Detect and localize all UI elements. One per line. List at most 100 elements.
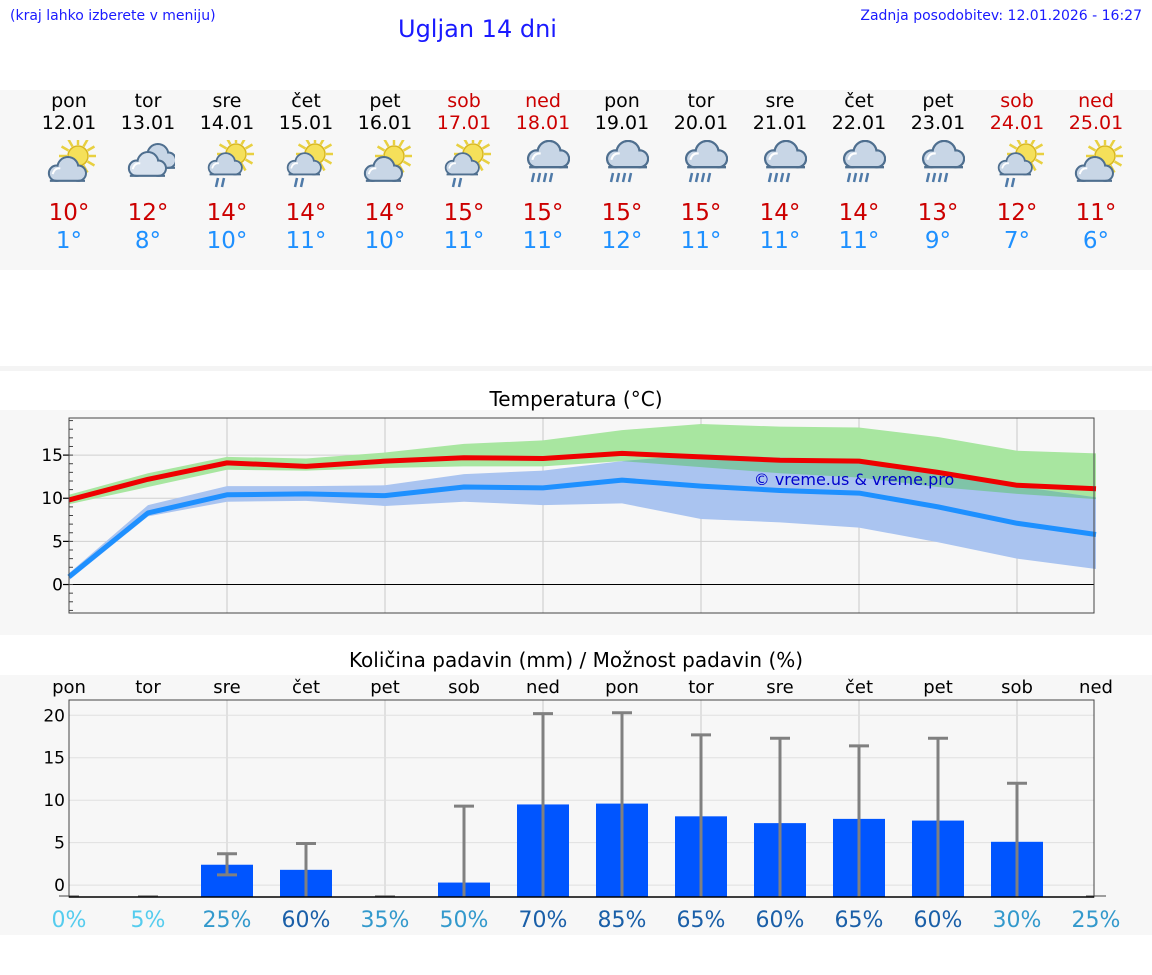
precip-probability: 65%	[677, 908, 726, 933]
y-tick-label: 0	[54, 876, 65, 896]
day-name: pon	[51, 90, 87, 112]
precip-probability: 5%	[131, 908, 166, 933]
sun-cloud-showers-icon	[286, 140, 333, 188]
day-name: sob	[447, 90, 481, 112]
day-name: pet	[922, 90, 954, 112]
day-label: čet	[292, 677, 320, 698]
rain-icon	[684, 140, 728, 183]
precip-probability: 25%	[1072, 908, 1121, 933]
day-label: tor	[688, 677, 714, 698]
temp-min: 9°	[924, 228, 952, 254]
day-label: pon	[52, 677, 86, 698]
temp-min: 12°	[601, 228, 643, 254]
max-temperature-line	[68, 450, 1097, 503]
temp-min: 11°	[522, 228, 564, 254]
temp-min: 6°	[1082, 228, 1110, 254]
rain-icon	[684, 140, 728, 183]
day-name: pet	[369, 90, 401, 112]
temperature-chart-title: Temperatura (°C)	[489, 387, 663, 411]
rain-icon	[842, 140, 886, 183]
watermark: © vreme.us & vreme.pro	[754, 470, 955, 489]
rain-drop	[627, 172, 632, 183]
temp-max: 15°	[680, 200, 722, 226]
precip-probability: 60%	[282, 908, 331, 933]
rain-drop	[299, 177, 304, 188]
sun-shape	[374, 140, 412, 175]
y-tick-label: 5	[54, 834, 65, 854]
rain-drop	[1004, 177, 1009, 188]
rain-drop	[1010, 177, 1015, 188]
rain-drop	[852, 172, 857, 183]
partly-cloudy-icon	[1074, 140, 1123, 182]
rain-icon	[605, 140, 649, 183]
day-date: 15.01	[278, 112, 334, 134]
day-date: 22.01	[831, 112, 887, 134]
rain-drop	[937, 172, 942, 183]
precip-probability: 50%	[440, 908, 489, 933]
day-date: 16.01	[357, 112, 413, 134]
precipitation-chart: pon tor sre čet pet sob ned pon tor sre čet pet sob n…	[43, 677, 1121, 933]
cloud-shape	[921, 140, 965, 169]
cloud-shape	[997, 152, 1033, 176]
cloud-shape	[207, 152, 243, 176]
sun-cloud-showers-icon	[286, 140, 333, 188]
y-tick-label: 10	[43, 791, 65, 811]
precip-probability: 60%	[756, 908, 805, 933]
rain-drop	[785, 172, 790, 183]
partly-cloudy-icon	[47, 140, 96, 182]
rain-drop	[925, 172, 930, 183]
temp-max: 11°	[1075, 200, 1117, 226]
daily-forecast-panel: pon 12.01 10° 1° tor 13.01 12° 8° sre 14.01 14° 10°…	[0, 90, 1152, 270]
precipitation-chart-title: Količina padavin (mm) / Možnost padavin …	[348, 648, 804, 672]
temp-max: 12°	[996, 200, 1038, 226]
day-label: pon	[605, 677, 639, 698]
rain-icon	[526, 140, 570, 183]
day-name: čet	[844, 90, 874, 112]
day-label: sob	[1001, 677, 1033, 698]
rain-drop	[214, 177, 219, 188]
y-tick-label: 5	[52, 532, 63, 552]
separator	[0, 366, 1152, 371]
precip-probability: 85%	[598, 908, 647, 933]
cloud-shape	[1074, 156, 1114, 182]
rain-drop	[457, 177, 462, 188]
temp-max: 14°	[206, 200, 248, 226]
y-tick-label: 15	[41, 446, 63, 466]
day-label: pet	[370, 677, 400, 698]
temp-min: 1°	[55, 228, 83, 254]
temp-max: 10°	[48, 200, 90, 226]
temp-min: 11°	[759, 228, 801, 254]
day-name: sre	[212, 90, 242, 112]
day-label: pet	[923, 677, 953, 698]
location-hint: (kraj lahko izberete v meniju)	[10, 8, 216, 24]
day-name: tor	[134, 90, 162, 112]
precip-probability: 60%	[914, 908, 963, 933]
day-name: sre	[765, 90, 795, 112]
last-update: Zadnja posodobitev: 12.01.2026 - 16:27	[860, 8, 1142, 24]
rain-drop	[536, 172, 541, 183]
temp-max: 12°	[127, 200, 169, 226]
day-date: 14.01	[199, 112, 255, 134]
rain-drop	[530, 172, 535, 183]
day-name: ned	[1078, 90, 1114, 112]
day-date: 21.01	[752, 112, 808, 134]
cloudy-icon	[127, 143, 175, 177]
rain-drop	[931, 172, 936, 183]
cloud-shape	[842, 140, 886, 169]
y-tick-label: 15	[43, 749, 65, 769]
rain-drop	[779, 172, 784, 183]
day-label: tor	[135, 677, 161, 698]
precip-probability: 25%	[203, 908, 252, 933]
day-label: sob	[448, 677, 480, 698]
partly-cloudy-icon	[47, 140, 96, 182]
cloud-shape	[363, 156, 403, 182]
day-date: 17.01	[436, 112, 492, 134]
day-name: sob	[1000, 90, 1034, 112]
rain-drop	[609, 172, 614, 183]
rain-icon	[763, 140, 807, 183]
rain-drop	[858, 172, 863, 183]
temp-max: 14°	[285, 200, 327, 226]
rain-drop	[293, 177, 298, 188]
cloud-shape	[47, 156, 87, 182]
temp-min: 10°	[206, 228, 248, 254]
